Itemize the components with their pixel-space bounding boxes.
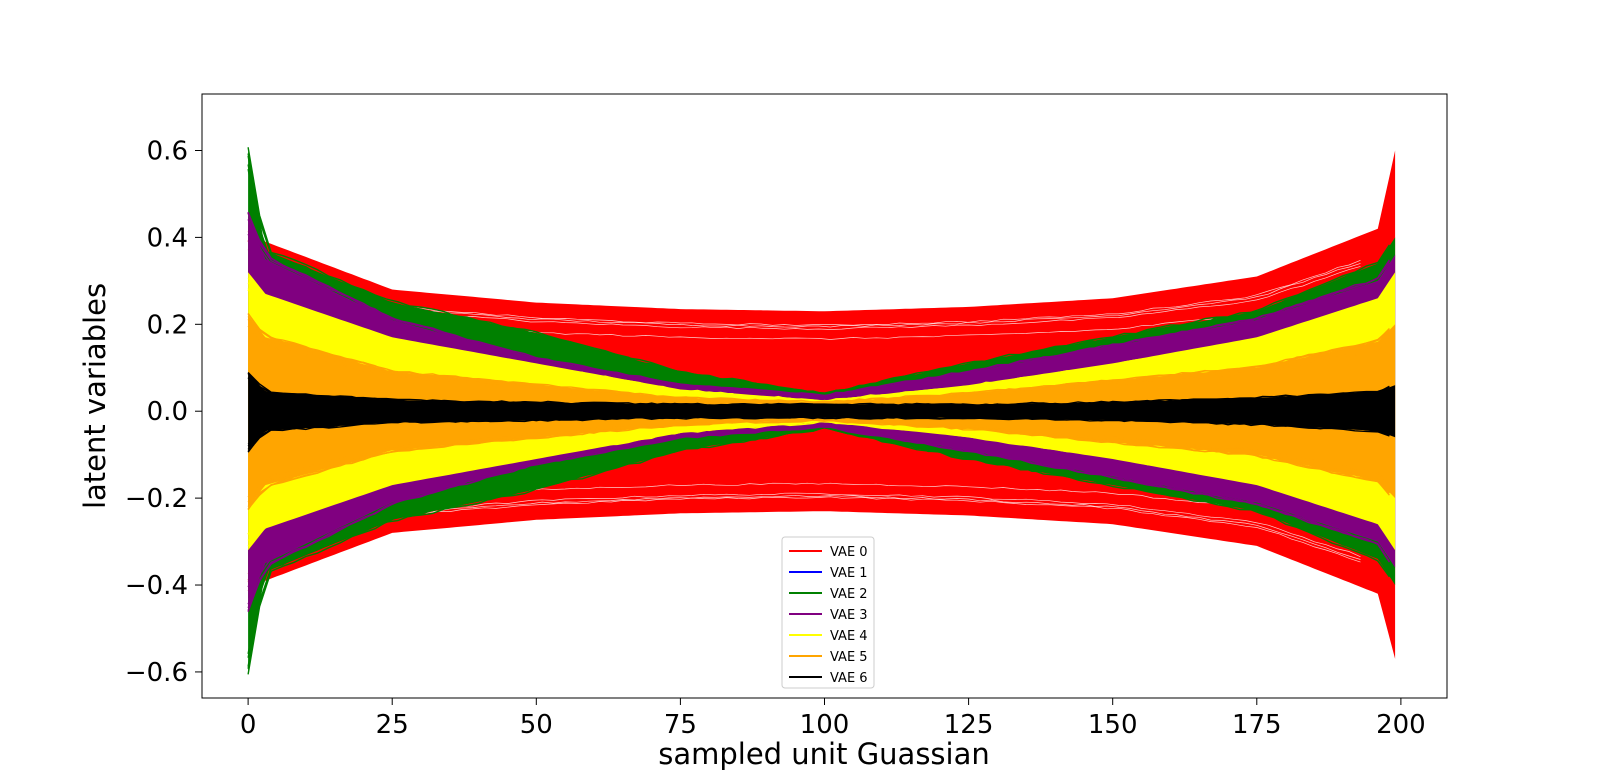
y-tick-label: −0.2 xyxy=(125,484,188,514)
legend-item: VAE 0 xyxy=(789,545,868,560)
x-tick-label: 50 xyxy=(520,710,553,740)
legend-label: VAE 1 xyxy=(830,566,868,581)
series-gap-line xyxy=(276,494,1361,560)
series-strand-line xyxy=(247,506,1391,630)
x-tick-label: 125 xyxy=(944,710,994,740)
series-vae-6 xyxy=(247,372,1396,453)
series-strand-line xyxy=(247,425,1390,605)
x-tick-label: 200 xyxy=(1376,710,1426,740)
x-tick-label: 25 xyxy=(376,710,409,740)
series-strand-line xyxy=(247,207,1391,327)
y-tick-label: 0.2 xyxy=(147,310,188,340)
legend: VAE 0 VAE 1 VAE 2 VAE 3 VAE 4 VAE 5 VAE 6 xyxy=(781,536,875,689)
series-strand-line xyxy=(247,426,1390,675)
y-tick-label: −0.6 xyxy=(125,658,188,688)
x-tick-label: 100 xyxy=(800,710,850,740)
series-strand-line xyxy=(247,372,1390,407)
y-tick-label: 0.4 xyxy=(147,223,188,253)
axis-ticks: 0 25 50 75 100 125 150 175 200 0.6 0.4 0.2 0.0 −0.2 −0… xyxy=(125,136,1426,740)
y-tick-label: 0.6 xyxy=(147,136,188,166)
y-tick-label: 0.0 xyxy=(147,397,188,427)
series-gap-line xyxy=(276,259,1361,326)
series-strand-line xyxy=(247,219,1390,398)
x-tick-label: 75 xyxy=(664,710,697,740)
y-tick-label: −0.4 xyxy=(125,571,188,601)
series-strand-line xyxy=(247,233,1390,398)
series-strand-line xyxy=(247,500,1391,617)
series-band-fill xyxy=(248,372,1396,451)
series-strand-line xyxy=(247,496,1391,609)
series-strand-line xyxy=(247,197,1391,323)
legend-label: VAE 6 xyxy=(830,671,868,686)
series-gap-line xyxy=(276,263,1361,328)
series-strand-line xyxy=(247,315,1390,404)
y-axis-label: latent variables xyxy=(78,283,112,509)
legend-label: VAE 0 xyxy=(830,545,868,560)
legend-item: VAE 6 xyxy=(789,671,868,686)
legend-item: VAE 2 xyxy=(789,587,868,602)
series-strand-line xyxy=(247,417,1390,498)
legend-item: VAE 3 xyxy=(789,608,868,623)
x-tick-label: 175 xyxy=(1232,710,1282,740)
legend-label: VAE 5 xyxy=(830,650,868,665)
series-gap-line xyxy=(276,496,1361,563)
legend-box xyxy=(781,536,875,689)
legend-label: VAE 4 xyxy=(830,629,868,644)
x-tick-label: 150 xyxy=(1088,710,1138,740)
legend-item: VAE 1 xyxy=(789,566,868,581)
x-tick-label: 0 xyxy=(240,710,257,740)
series-strand-line xyxy=(247,313,1390,404)
x-axis-label: sampled unit Guassian xyxy=(658,737,990,771)
legend-item: VAE 4 xyxy=(789,629,868,644)
series-bands xyxy=(247,147,1396,675)
series-strand-line xyxy=(247,423,1390,588)
plot-frame xyxy=(201,93,1448,699)
series-strand-line xyxy=(247,415,1390,453)
series-strand-line xyxy=(247,147,1390,396)
legend-item: VAE 5 xyxy=(789,650,868,665)
series-strand-line xyxy=(247,184,1391,317)
series-strand-line xyxy=(247,418,1390,511)
legend-label: VAE 3 xyxy=(830,608,868,623)
legend-label: VAE 2 xyxy=(830,587,868,602)
